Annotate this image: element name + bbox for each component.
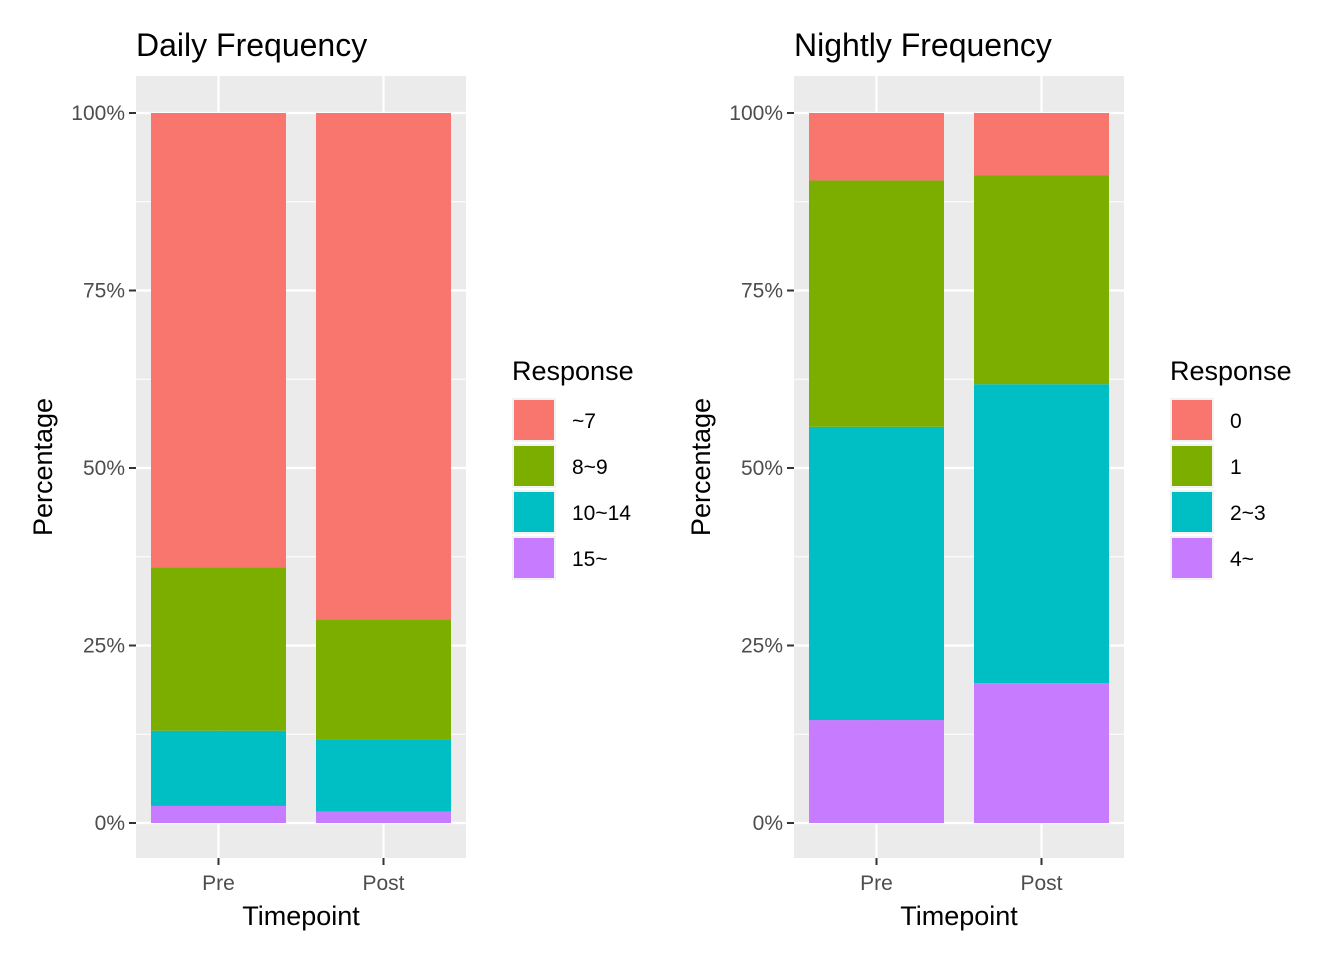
legend-swatch (514, 538, 554, 578)
bar-segment-pre-3 (151, 805, 286, 823)
y-tick-label: 100% (729, 102, 783, 125)
y-tick-label: 0% (95, 812, 125, 835)
legend-label: 0 (1230, 410, 1242, 433)
legend-label: 4~ (1230, 548, 1254, 571)
legend-swatch (1172, 446, 1212, 486)
x-tick-label: Post (362, 872, 404, 895)
y-tick-label: 25% (83, 635, 125, 658)
legend-label: 2~3 (1230, 502, 1266, 525)
bar-segment-pre-2 (809, 426, 944, 721)
x-tick-label: Pre (860, 872, 893, 895)
bar-segment-pre-2 (151, 730, 286, 806)
bar-segment-pre-0 (809, 113, 944, 181)
bar-segment-pre-1 (809, 180, 944, 427)
y-tick-label: 50% (83, 457, 125, 480)
legend-label: 15~ (572, 548, 608, 571)
y-tick-label: 0% (753, 812, 783, 835)
bar-segment-post-0 (974, 113, 1109, 176)
x-tick-label: Post (1020, 872, 1062, 895)
bar-segment-pre-0 (151, 113, 286, 568)
bar-segment-post-2 (974, 384, 1109, 684)
legend-label: ~7 (572, 410, 596, 433)
y-tick-label: 75% (83, 280, 125, 303)
x-axis-title: Timepoint (900, 901, 1018, 931)
y-axis-title: Percentage (686, 398, 716, 536)
legend-swatch (1172, 400, 1212, 440)
legend-label: 10~14 (572, 502, 631, 525)
bar-segment-post-3 (974, 683, 1109, 823)
legend-label: 8~9 (572, 456, 608, 479)
chart-panel-0: 0% 25% 50% 75% 100% Pre Post Daily Frequency Tim… (28, 27, 634, 931)
chart-panel-1: 0% 25% 50% 75% 100% Pre Post Nightly Frequency T… (686, 27, 1292, 931)
bar-segment-post-0 (316, 113, 451, 620)
y-tick-label: 100% (71, 102, 125, 125)
y-tick-label: 75% (741, 280, 783, 303)
legend-title: Response (512, 356, 634, 386)
bar-segment-post-2 (316, 739, 451, 812)
bar-segment-post-1 (974, 175, 1109, 385)
chart-title: Nightly Frequency (794, 27, 1052, 63)
legend-swatch (1172, 492, 1212, 532)
legend-label: 1 (1230, 456, 1242, 479)
chart-title: Daily Frequency (136, 27, 367, 63)
legend: Response 0 1 2~3 4~ (1170, 356, 1292, 580)
y-tick-label: 25% (741, 635, 783, 658)
legend: Response ~7 8~9 10~14 15~ (512, 356, 634, 580)
bar-segment-post-1 (316, 619, 451, 740)
x-tick-label: Pre (202, 872, 235, 895)
legend-swatch (514, 446, 554, 486)
bar-segment-post-3 (316, 811, 451, 823)
x-axis-title: Timepoint (242, 901, 360, 931)
y-tick-label: 50% (741, 457, 783, 480)
y-axis-title: Percentage (28, 398, 58, 536)
legend-swatch (514, 492, 554, 532)
legend-title: Response (1170, 356, 1292, 386)
bar-segment-pre-1 (151, 567, 286, 731)
bar-segment-pre-3 (809, 720, 944, 823)
legend-swatch (1172, 538, 1212, 578)
legend-swatch (514, 400, 554, 440)
